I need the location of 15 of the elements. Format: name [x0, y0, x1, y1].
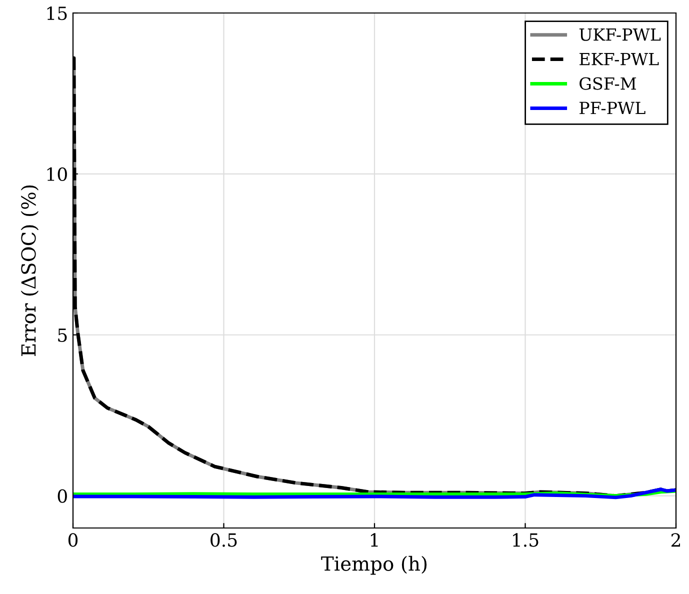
- y-tick-label: 5: [58, 328, 67, 342]
- x-tick-label: 1: [370, 533, 378, 547]
- x-tick-label: 0: [68, 533, 78, 547]
- legend-label: GSF-M: [580, 77, 636, 90]
- x-axis-title: Tiempo (h): [321, 556, 427, 575]
- x-tick-label: 0.5: [210, 533, 237, 547]
- legend-label: EKF-PWL: [580, 52, 659, 66]
- y-tick-label: 15: [47, 6, 67, 20]
- legend-label: UKF-PWL: [579, 28, 661, 41]
- x-tick-label: 2: [671, 533, 680, 547]
- x-tick-label: 1.5: [513, 533, 538, 547]
- legend-label: PF-PWL: [580, 102, 646, 114]
- y-tick-label: 10: [47, 167, 67, 182]
- y-axis-title: Error (ΔSOC) (%): [20, 185, 39, 356]
- y-tick-label: 0: [58, 489, 67, 503]
